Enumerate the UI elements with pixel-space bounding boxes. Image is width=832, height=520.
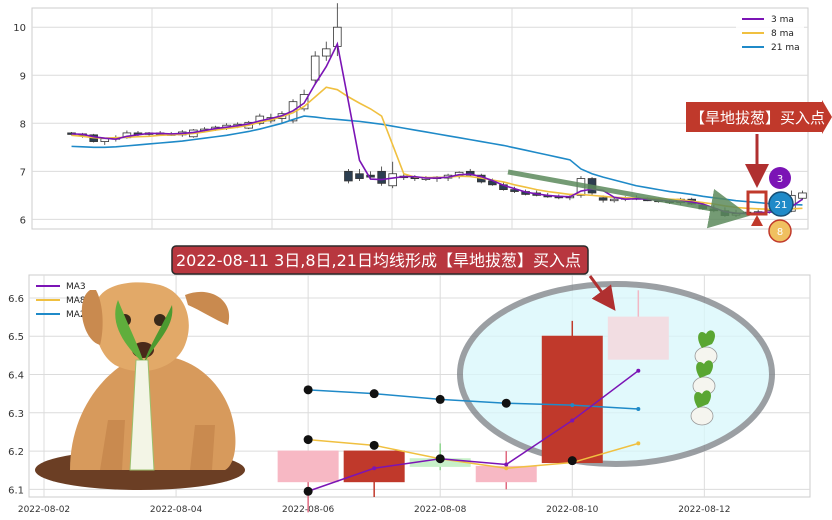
bottom-legend-ma21: MA21 <box>66 310 91 320</box>
badge-ma3-label: 3 <box>777 174 783 185</box>
bottom-y-tick-label: 6.3 <box>8 409 24 420</box>
top-legend-ma21: 21 ma <box>771 43 800 53</box>
top-y-tick-label: 10 <box>13 23 26 34</box>
bottom-candle <box>607 316 669 360</box>
buy-point-box <box>746 190 768 216</box>
bottom-line-point <box>504 466 509 471</box>
top-y-tick-label: 8 <box>20 119 26 130</box>
bottom-y-tick-label: 6.2 <box>8 447 24 458</box>
top-candle <box>344 170 353 182</box>
top-candle <box>310 55 320 81</box>
bottom-marker-dot <box>369 389 379 399</box>
top-candle <box>366 174 375 178</box>
top-y-axis: 6 7 8 9 10 <box>13 23 26 226</box>
top-y-tick-label: 6 <box>20 215 26 226</box>
bottom-x-tick-label: 2022-08-12 <box>678 505 730 515</box>
top-legend-ma3: 3 ma <box>771 15 794 25</box>
badge-ma3 <box>769 167 791 189</box>
badge-ma8 <box>768 219 792 243</box>
bottom-candle <box>277 450 339 483</box>
scallion-icons <box>690 330 718 426</box>
top-line-ma21 <box>71 115 803 206</box>
bottom-y-tick-label: 6.6 <box>8 294 24 305</box>
badge-ma8-label: 8 <box>777 227 783 238</box>
buy-point-label: 【旱地拔葱】买入点 <box>690 109 825 127</box>
scallion-icon <box>692 360 716 396</box>
bottom-y-tick-label: 6.5 <box>8 332 24 343</box>
bottom-legend-ma3: MA3 <box>66 282 86 292</box>
badge-ma21 <box>768 191 794 217</box>
top-y-tick-label: 7 <box>20 167 26 178</box>
bottom-marker-dot <box>303 435 313 445</box>
top-candle <box>377 170 386 184</box>
scallion-icon <box>690 390 714 426</box>
top-candle <box>598 197 608 201</box>
bottom-marker-dot <box>501 398 511 408</box>
bottom-x-tick-label: 2022-08-04 <box>150 505 203 515</box>
bottom-line-point <box>570 418 575 423</box>
bottom-y-axis: 6.1 6.2 6.3 6.4 6.5 6.6 <box>8 294 24 496</box>
bottom-x-tick-label: 2022-08-10 <box>546 505 599 515</box>
bottom-line-point <box>570 403 575 408</box>
buy-point-callout: 【旱地拔葱】买入点 <box>686 100 832 226</box>
highlight-ellipse <box>457 281 775 467</box>
bottom-marker-dot <box>369 440 379 450</box>
bottom-x-tick-label: 2022-08-08 <box>414 505 467 515</box>
bottom-line-ma8 <box>308 438 639 470</box>
bottom-y-tick-label: 6.4 <box>8 371 24 382</box>
bottom-line-point <box>636 441 641 446</box>
top-candle <box>321 48 331 57</box>
bottom-x-axis: 2022-08-022022-08-042022-08-062022-08-08… <box>18 505 731 515</box>
top-chart: 6 7 8 9 10 3 ma 8 ma 21 ma 【旱地拔葱】买入点 3 <box>13 3 832 243</box>
bottom-marker-dot <box>567 456 577 466</box>
bottom-legend: MA3 MA8 MA21 <box>36 282 91 320</box>
bottom-markers <box>303 385 577 496</box>
bottom-line-point <box>636 368 641 373</box>
top-candle <box>355 173 364 179</box>
top-legend-ma8: 8 ma <box>771 29 794 39</box>
bottom-candle <box>541 335 603 464</box>
badge-ma21-label: 21 <box>775 200 788 211</box>
banner-arrow <box>588 275 616 311</box>
bottom-line-point <box>636 406 641 411</box>
bottom-y-tick-label: 6.1 <box>8 485 24 496</box>
bottom-chart: 6.1 6.2 6.3 6.4 6.5 6.6 2022-08-02 2022-08-04 2… <box>8 274 811 515</box>
top-y-tick-label: 9 <box>20 71 26 82</box>
bottom-marker-dot <box>435 394 445 404</box>
ma-badges: 3 21 8 <box>768 167 794 243</box>
top-legend: 3 ma 8 ma 21 ma <box>736 12 804 54</box>
dog-illustration <box>35 282 245 490</box>
bottom-line-point <box>504 462 509 467</box>
bottom-line-ma21 <box>308 389 639 410</box>
top-gridlines <box>32 8 808 229</box>
top-candle <box>388 173 397 187</box>
bottom-marker-dot <box>303 385 313 395</box>
top-candle <box>609 198 619 202</box>
bottom-marker-dot <box>435 454 445 464</box>
downtrend-arrow <box>507 169 750 229</box>
bottom-line-point <box>372 466 377 471</box>
bottom-line-ma3 <box>307 370 639 492</box>
bottom-legend-ma8: MA8 <box>66 296 86 306</box>
top-candle <box>798 192 807 199</box>
title-banner-text: 2022-08-11 3日,8日,21日均线形成【旱地拔葱】买入点 <box>176 251 581 270</box>
bottom-marker-dot <box>303 486 313 496</box>
bottom-x-tick-label: 2022-08-02 <box>18 505 70 515</box>
title-banner: 2022-08-11 3日,8日,21日均线形成【旱地拔葱】买入点 <box>171 245 589 275</box>
top-candle <box>465 170 475 176</box>
